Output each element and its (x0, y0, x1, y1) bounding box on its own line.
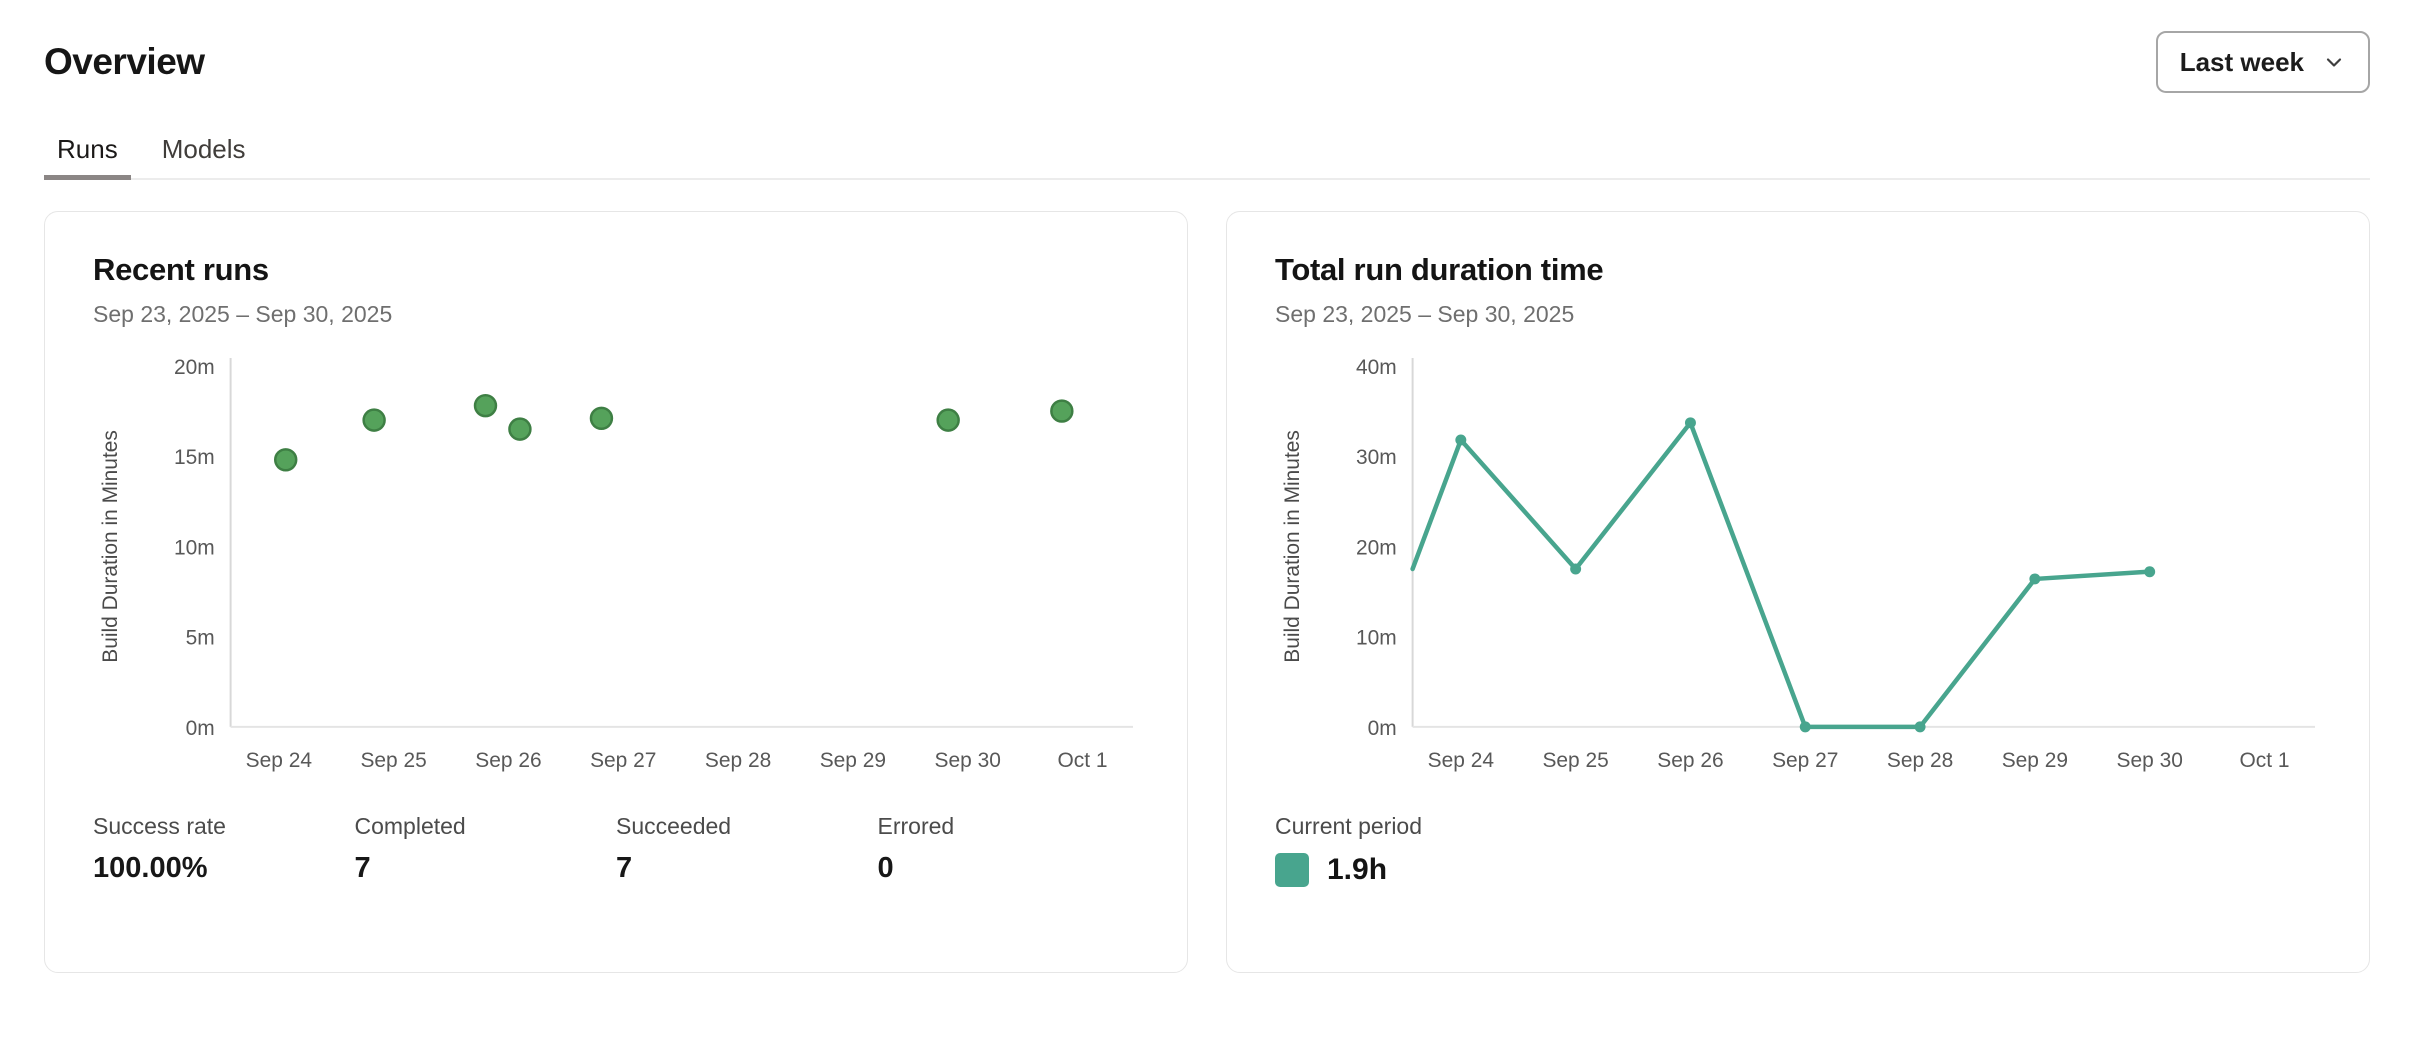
legend-label: Current period (1275, 812, 1423, 839)
date-range-select[interactable]: Last week (2155, 31, 2370, 93)
chevron-down-icon (2322, 50, 2346, 74)
stat-label: Errored (877, 812, 955, 839)
legend-value: 1.9h (1327, 852, 1388, 886)
svg-text:Sep 25: Sep 25 (360, 749, 426, 772)
svg-text:Sep 25: Sep 25 (1542, 749, 1608, 772)
stat-value: 7 (354, 851, 371, 884)
tabs: Runs Models (44, 126, 2370, 180)
svg-text:10m: 10m (1356, 627, 1397, 650)
stat-value: 0 (877, 851, 894, 884)
svg-text:Sep 24: Sep 24 (246, 749, 313, 772)
stat-label: Completed (354, 812, 466, 839)
svg-text:Sep 24: Sep 24 (1428, 749, 1495, 772)
svg-text:Oct 1: Oct 1 (1058, 749, 1108, 772)
svg-text:Sep 28: Sep 28 (705, 749, 771, 772)
svg-text:0m: 0m (1368, 717, 1397, 740)
svg-text:10m: 10m (174, 536, 215, 559)
recent-runs-scatter-chart[interactable]: 0m 5m 10m 15m 20m Build Duration in Minutes Se… (93, 350, 1139, 797)
total-duration-card: Total run duration time Sep 23, 2025 – S… (1226, 211, 2370, 973)
svg-text:Sep 26: Sep 26 (475, 749, 541, 772)
page-title: Overview (44, 41, 205, 82)
stat-value: 100.00% (93, 851, 208, 884)
stat-label: Success rate (93, 812, 226, 839)
svg-text:Build Duration in Minutes: Build Duration in Minutes (99, 430, 122, 663)
tab-models-label: Models (161, 134, 246, 164)
svg-text:Sep 27: Sep 27 (1772, 749, 1838, 772)
total-duration-title: Total run duration time (1275, 252, 1604, 287)
overview-page: Overview Last week Runs Models Recent ru… (44, 30, 2370, 973)
stat-errored: Errored 0 (878, 813, 1140, 885)
svg-text:15m: 15m (174, 446, 215, 469)
svg-text:Build Duration in Minutes: Build Duration in Minutes (1281, 430, 1304, 663)
svg-text:40m: 40m (1356, 356, 1397, 379)
stat-label: Succeeded (616, 812, 732, 839)
stat-value: 7 (616, 851, 633, 884)
tab-runs-label: Runs (57, 134, 118, 164)
recent-runs-stats: Success rate 100.00% Completed 7 Succeed… (93, 813, 1139, 885)
svg-text:20m: 20m (174, 356, 215, 379)
stat-success-rate: Success rate 100.00% (93, 813, 355, 885)
total-duration-line-chart[interactable]: 0m 10m 20m 30m 40m Build Duration in Minutes S… (1275, 350, 2321, 797)
svg-text:Sep 29: Sep 29 (2002, 749, 2068, 772)
svg-text:Sep 30: Sep 30 (2117, 749, 2183, 772)
svg-text:Sep 28: Sep 28 (1887, 749, 1953, 772)
svg-text:Sep 30: Sep 30 (935, 749, 1001, 772)
total-duration-date-range: Sep 23, 2025 – Sep 30, 2025 (1275, 301, 1575, 327)
svg-text:Sep 27: Sep 27 (590, 749, 656, 772)
cards-row: Recent runs Sep 23, 2025 – Sep 30, 2025 … (44, 211, 2370, 973)
stat-succeeded: Succeeded 7 (616, 813, 878, 885)
date-range-label: Last week (2179, 46, 2304, 77)
svg-text:Oct 1: Oct 1 (2240, 749, 2290, 772)
legend-row: 1.9h (1275, 852, 2321, 887)
recent-runs-title: Recent runs (93, 252, 269, 287)
recent-runs-date-range: Sep 23, 2025 – Sep 30, 2025 (93, 301, 393, 327)
tab-models[interactable]: Models (149, 126, 259, 180)
svg-text:20m: 20m (1356, 536, 1397, 559)
svg-text:5m: 5m (186, 627, 215, 650)
legend-swatch (1275, 852, 1309, 887)
topbar: Overview Last week (44, 30, 2370, 94)
tab-runs[interactable]: Runs (44, 126, 131, 180)
stat-completed: Completed 7 (355, 813, 617, 885)
svg-text:0m: 0m (186, 717, 215, 740)
svg-text:Sep 29: Sep 29 (820, 749, 886, 772)
svg-text:Sep 26: Sep 26 (1657, 749, 1723, 772)
svg-text:30m: 30m (1356, 446, 1397, 469)
recent-runs-card: Recent runs Sep 23, 2025 – Sep 30, 2025 … (44, 211, 1188, 973)
